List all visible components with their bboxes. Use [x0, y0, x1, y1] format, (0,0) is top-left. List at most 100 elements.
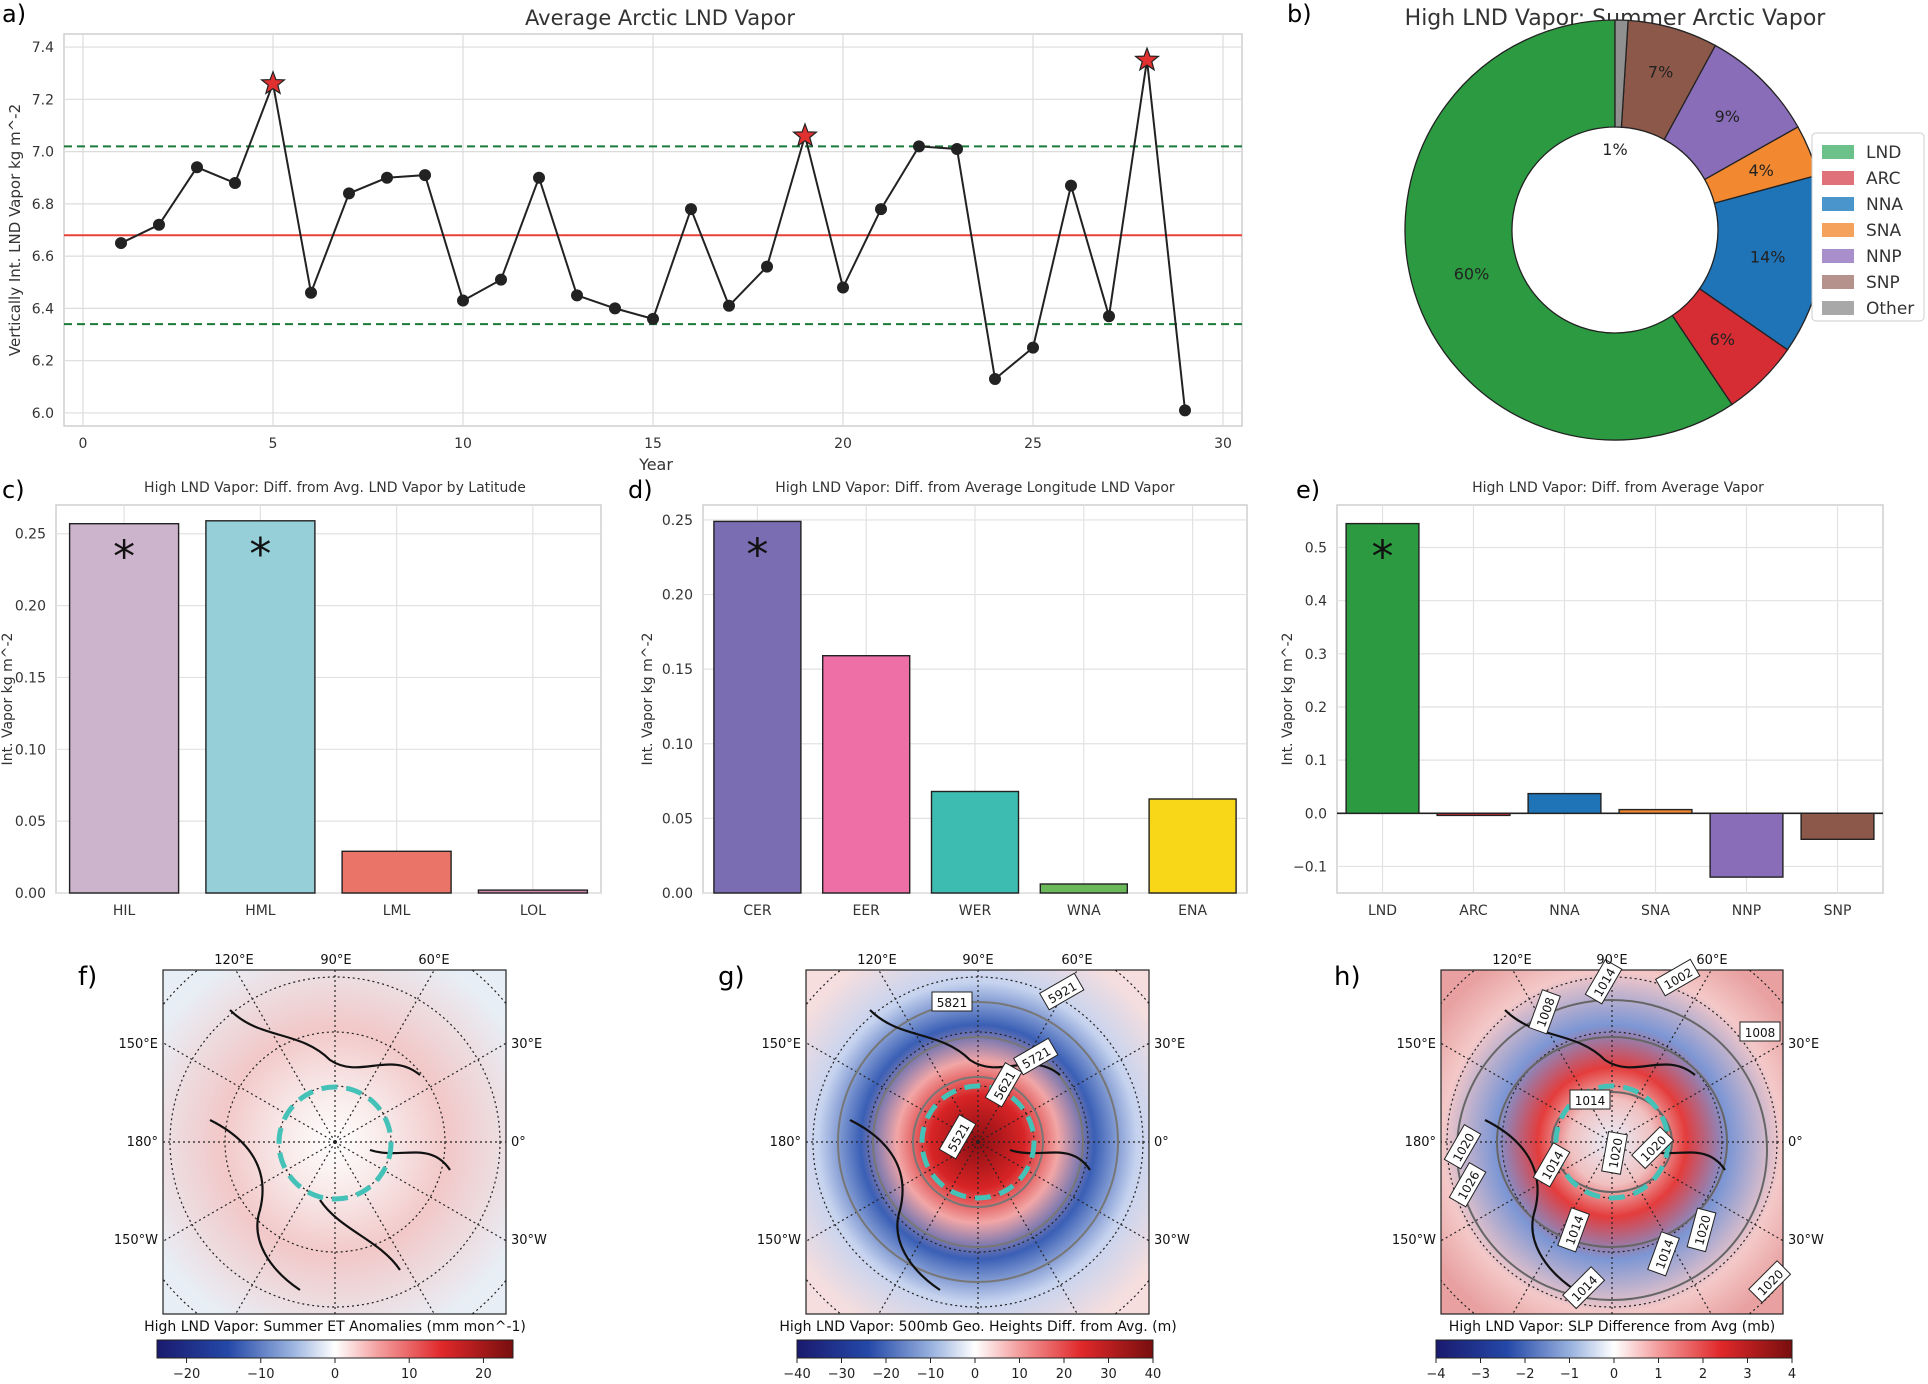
- panel-e-plot-area: [1336, 504, 1884, 894]
- bar-eer: [822, 655, 911, 894]
- y-tick-label: 0.05: [15, 814, 46, 830]
- bar-sna: [1618, 808, 1693, 814]
- lon-label-120e: 120°E: [1492, 953, 1532, 968]
- colorbar-tick-label: 10: [401, 1367, 418, 1382]
- colorbar-tick-label: 20: [1056, 1367, 1073, 1382]
- y-tick-label: 0.20: [15, 599, 46, 615]
- data-point: [115, 237, 127, 250]
- map-f-region-circle: [276, 1084, 394, 1202]
- panel-d: d) High LND Vapor: Diff. from Average Lo…: [628, 476, 1248, 919]
- panel-c-chart: 0.00 0.05 0.10 0.15 0.20 0.25 HIL * HML * LML LOL: [15, 505, 601, 919]
- colorbar-tick-label: 10: [1011, 1367, 1028, 1382]
- x-tick-label: NNP: [1732, 903, 1761, 919]
- lon-label-150e: 150°E: [118, 1037, 158, 1052]
- pie-slice-label: 9%: [1715, 107, 1740, 126]
- pie-legend: LND ARC NNA SNA NNP SNP Other: [1811, 132, 1925, 322]
- data-point: [1179, 404, 1191, 417]
- panel-a-xlabel: Year: [638, 455, 673, 474]
- legend-label: Other: [1866, 299, 1914, 319]
- colorbar-tick-label: 0: [1610, 1367, 1618, 1382]
- pie-slice-label: 6%: [1710, 330, 1735, 349]
- map-h-colorbar-ticks: −4 −3 −2 −1 0 1 2 3 4: [1426, 1358, 1796, 1382]
- bar-hml: [205, 520, 316, 894]
- colorbar-tick-label: −2: [1515, 1367, 1534, 1382]
- panel-e-ylabel: Int. Vapor kg m^-2: [1280, 633, 1296, 766]
- x-tick-label: 10: [454, 436, 472, 452]
- panel-a-yticks: 6.0 6.2 6.4 6.6 6.8 7.0 7.2 7.4: [32, 40, 54, 422]
- contour-label: 1008: [1528, 989, 1561, 1035]
- bar-wna: [1039, 883, 1129, 894]
- pie-slice-other: [1614, 19, 1629, 128]
- data-point: [647, 312, 659, 325]
- x-tick-label: LOL: [520, 903, 546, 919]
- colorbar-tick-label: 1: [1654, 1367, 1662, 1382]
- colorbar-tick-label: −30: [828, 1367, 855, 1382]
- data-point: [951, 142, 963, 155]
- star-point: [1133, 46, 1161, 72]
- contour-label: 5821: [931, 991, 973, 1012]
- panel-e-title: High LND Vapor: Diff. from Average Vapor: [1472, 480, 1764, 496]
- bar-lml: [341, 850, 452, 894]
- map-g-caption: High LND Vapor: 500mb Geo. Heights Diff.…: [779, 1319, 1176, 1335]
- data-point: [571, 289, 583, 302]
- colorbar-tick-label: 40: [1145, 1367, 1162, 1382]
- panel-d-chart: 0.00 0.05 0.10 0.15 0.20 0.25 CER * EER WER WNA ENA: [662, 505, 1247, 919]
- contour-label: 1014: [1647, 1231, 1680, 1277]
- data-point: [989, 372, 1001, 385]
- y-tick-label: −0.1: [1293, 859, 1327, 875]
- svg-text:1014: 1014: [1575, 1094, 1606, 1108]
- legend-label: NNP: [1866, 247, 1902, 267]
- panel-b: b) High LND Vapor: Summer Arctic Vapor 6…: [1287, 0, 1925, 441]
- map-f-colorbar-ticks: −20 −10 0 10 20: [173, 1358, 492, 1382]
- lon-label-150w: 150°W: [757, 1233, 801, 1248]
- lon-label-60e: 60°E: [1061, 953, 1092, 968]
- panel-g-label: g): [718, 962, 745, 992]
- y-tick-label: 6.0: [32, 406, 54, 422]
- lon-label-30w: 30°W: [1788, 1233, 1824, 1248]
- y-tick-label: 0.25: [15, 527, 46, 543]
- y-tick-label: 0.00: [662, 886, 693, 902]
- contour-label: 1014: [1557, 1207, 1590, 1253]
- y-tick-label: 6.8: [32, 197, 54, 213]
- data-point: [1065, 179, 1077, 192]
- map-g-colorbar-ticks: −40 −30 −20 −10 0 10 20 30 40: [783, 1358, 1161, 1382]
- contour-label: 1014: [1569, 1089, 1611, 1110]
- contour-label: 5921: [1038, 972, 1085, 1011]
- panel-a-grid: [64, 34, 1242, 426]
- height-contour: [912, 1076, 1044, 1208]
- lon-label-150e: 150°E: [1396, 1037, 1436, 1052]
- svg-text:5821: 5821: [937, 996, 968, 1010]
- map-h-lon-labels: 120°E 90°E 60°E 150°E 30°E 180° 0° 150°W…: [1392, 953, 1824, 1248]
- y-tick-label: 0.15: [662, 662, 693, 678]
- significance-marker: *: [249, 529, 271, 580]
- y-tick-label: 0.25: [662, 513, 693, 529]
- map-f-lon-labels: 120°E 90°E 60°E 150°E 30°E 180° 0° 150°W…: [114, 953, 547, 1248]
- x-tick-label: LML: [383, 903, 411, 919]
- x-tick-label: 0: [79, 436, 88, 452]
- x-tick-label: WNA: [1067, 903, 1101, 919]
- lon-label-150w: 150°W: [114, 1233, 158, 1248]
- panel-e-label: e): [1296, 476, 1320, 504]
- data-point: [761, 260, 773, 273]
- lon-label-90e: 90°E: [962, 953, 993, 968]
- colorbar-tick-label: 0: [971, 1367, 979, 1382]
- colorbar-tick-label: −20: [173, 1367, 200, 1382]
- lon-label-30w: 30°W: [511, 1233, 547, 1248]
- map-f-caption: High LND Vapor: Summer ET Anomalies (mm …: [144, 1319, 526, 1335]
- legend-label: SNP: [1866, 273, 1900, 293]
- x-tick-label: LND: [1368, 903, 1397, 919]
- colorbar-tick-label: −1: [1560, 1367, 1579, 1382]
- lon-label-60e: 60°E: [1696, 953, 1727, 968]
- y-tick-label: 0.2: [1305, 700, 1327, 716]
- panel-c-ylabel: Int. Vapor kg m^-2: [0, 633, 16, 766]
- star-point: [259, 69, 287, 95]
- data-point: [343, 187, 355, 200]
- x-tick-label: 25: [1024, 436, 1042, 452]
- lon-label-0: 0°: [511, 1135, 526, 1150]
- data-point: [609, 302, 621, 315]
- contour-label: 1020: [1601, 1130, 1628, 1175]
- data-point: [685, 203, 697, 216]
